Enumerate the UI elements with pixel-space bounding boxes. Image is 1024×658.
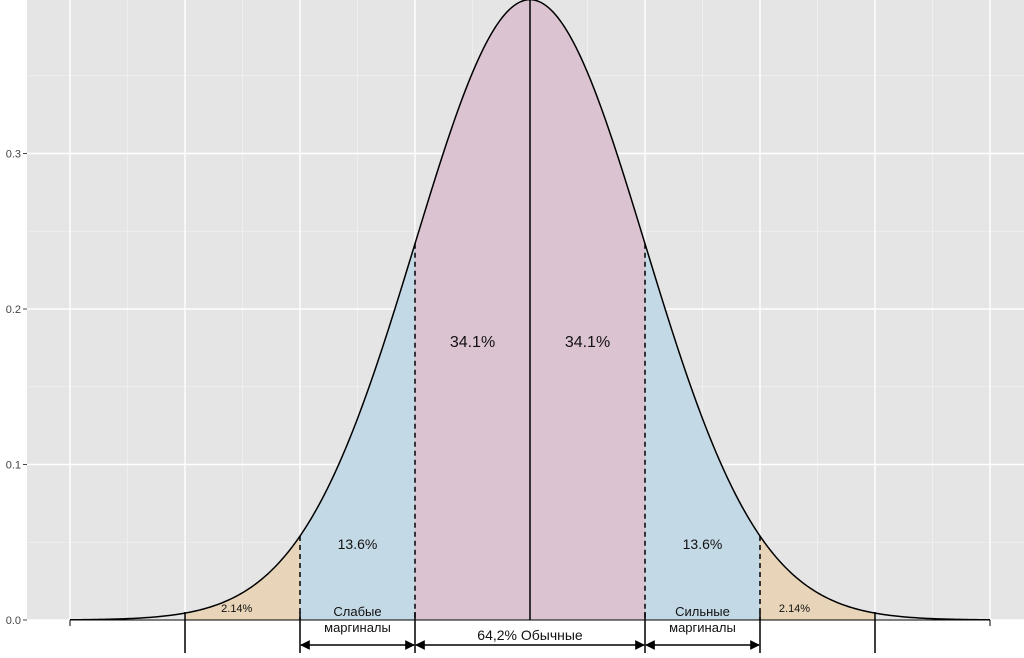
y-tick-label: 0.3 <box>6 149 21 161</box>
region-6 <box>760 536 875 620</box>
region-percent-label: 13.6% <box>683 536 723 552</box>
region-percent-label: 2.14% <box>221 603 252 615</box>
group-label: маргиналы <box>669 620 736 635</box>
group-label: маргиналы <box>324 620 391 635</box>
region-percent-label: 2.14% <box>779 603 810 615</box>
y-tick-label: 0.1 <box>6 460 21 472</box>
region-percent-label: 34.1% <box>450 334 495 351</box>
density-curve <box>69 0 991 621</box>
group-label: Слабые <box>333 604 381 619</box>
y-tick-label: 0.2 <box>6 304 21 316</box>
region-percent-label: 13.6% <box>338 536 378 552</box>
group-label: 64,2% Обычные <box>477 627 583 643</box>
y-tick-label: 0.0 <box>6 615 21 627</box>
group-label-bg <box>468 626 592 644</box>
region-1 <box>185 536 300 620</box>
group-label: Сильные <box>675 604 730 619</box>
region-percent-label: 34.1% <box>565 334 610 351</box>
region-3 <box>415 0 530 620</box>
region-4 <box>530 0 645 620</box>
